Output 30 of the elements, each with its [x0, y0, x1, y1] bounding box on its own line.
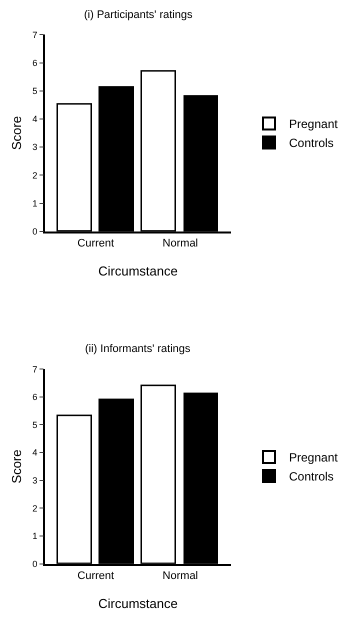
chart-title: (ii) Informants' ratings	[85, 343, 191, 355]
y-axis-title: Score	[8, 116, 24, 150]
legend-label: Controls	[289, 136, 334, 150]
y-tick-label: 4	[32, 448, 38, 458]
y-tick-label: 1	[32, 198, 38, 208]
y-tick-label: 5	[32, 86, 38, 96]
legend-label: Controls	[289, 470, 334, 484]
x-tick-label: Normal	[162, 570, 198, 582]
y-axis-title: Score	[8, 449, 24, 484]
y-tick-label: 7	[32, 30, 38, 40]
y-tick-label: 0	[32, 559, 38, 569]
y-tick-label: 5	[32, 420, 38, 430]
y-tick-label: 3	[32, 142, 38, 152]
x-axis-title: Circumstance	[98, 596, 178, 611]
y-tick-label: 6	[32, 392, 38, 402]
x-axis-title: Circumstance	[98, 263, 178, 278]
y-tick-label: 2	[32, 503, 38, 514]
legend-label: Pregnant	[289, 450, 338, 465]
y-tick-label: 2	[32, 170, 38, 180]
legend-label: Pregnant	[289, 117, 338, 132]
y-tick-label: 4	[32, 114, 38, 124]
y-tick-label: 1	[32, 531, 38, 542]
y-tick-label: 3	[32, 476, 38, 486]
y-tick-label: 6	[32, 58, 38, 68]
chart-title: (i) Participants' ratings	[84, 9, 193, 21]
x-tick-label: Current	[77, 570, 114, 582]
x-tick-label: Normal	[162, 237, 198, 250]
x-tick-label: Current	[77, 237, 114, 250]
y-tick-label: 0	[32, 226, 38, 237]
y-tick-label: 7	[32, 364, 38, 374]
